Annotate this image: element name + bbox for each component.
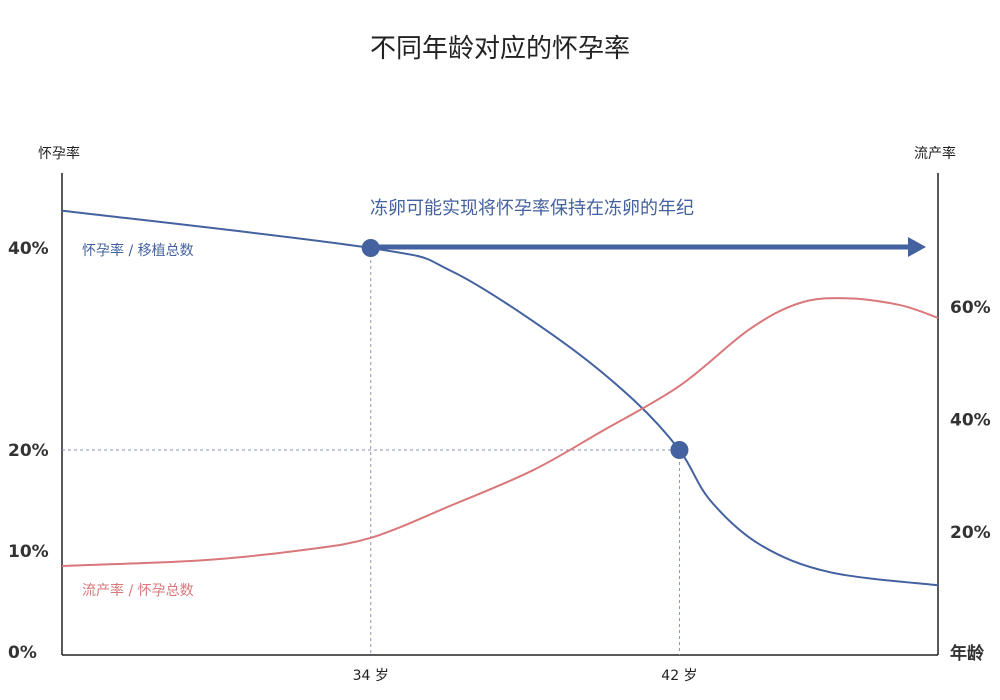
miscarriage-rate-line [61, 297, 939, 567]
y-left-tick-label: 40% [8, 239, 49, 259]
y-right-label: 流产率 [914, 145, 956, 162]
chart-title: 不同年龄对应的怀孕率 [370, 34, 630, 64]
series-label-miscarriage: 流产率 / 怀孕总数 [82, 582, 194, 599]
y-left-tick-label: 10% [8, 542, 49, 562]
y-right-tick-label: 60% [950, 298, 991, 318]
y-left-label: 怀孕率 [38, 145, 80, 162]
y-right-tick-label: 40% [950, 411, 991, 431]
y-left-tick-label: 0% [8, 643, 37, 663]
pregnancy-rate-line [61, 209, 939, 587]
annotation: 冻卵可能实现将怀孕率保持在冻卵的年纪 [370, 198, 694, 219]
x-tick-label: 42 岁 [661, 668, 697, 684]
x-axis-label: 年龄 [950, 643, 985, 664]
y-right-tick-label: 20% [950, 523, 991, 543]
y-left-tick-label: 20% [8, 441, 49, 461]
annotation-arrow-head [908, 237, 926, 257]
series-label-pregnancy: 怀孕率 / 移植总数 [82, 242, 194, 259]
x-tick-label: 34 岁 [353, 668, 389, 684]
marker-point-1 [670, 441, 689, 459]
